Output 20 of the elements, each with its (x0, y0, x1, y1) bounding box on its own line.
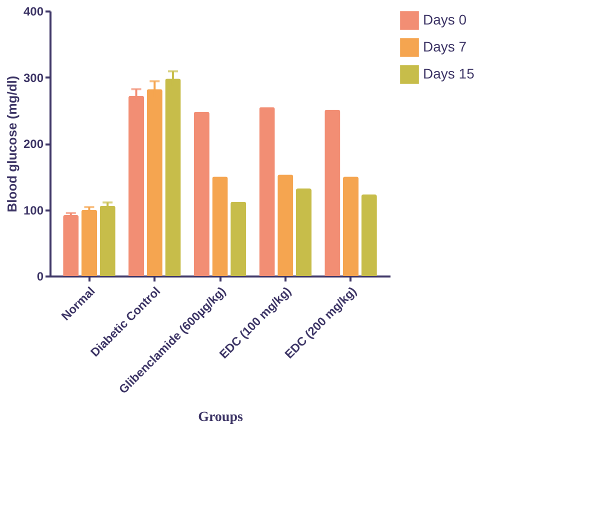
y-tick-label: 400 (23, 4, 44, 18)
bar (230, 202, 246, 276)
legend-label: Days 7 (423, 38, 467, 54)
bar (194, 112, 210, 276)
legend-label: Days 0 (423, 12, 467, 28)
bar (278, 174, 294, 276)
bar (212, 176, 228, 276)
bar (342, 176, 359, 276)
bar (324, 110, 340, 276)
y-axis-title: Blood glucose (mg/dl) (4, 76, 20, 212)
bar (100, 206, 116, 276)
y-tick-label: 0 (36, 270, 44, 284)
y-tick-label: 100 (23, 203, 44, 218)
bar (361, 194, 377, 276)
x-axis-title: Groups (198, 410, 244, 425)
y-tick-label: 200 (23, 137, 44, 151)
legend-label: Days 15 (423, 66, 475, 82)
bar (296, 188, 312, 276)
bar (259, 107, 275, 276)
y-tick-label: 300 (23, 70, 44, 85)
